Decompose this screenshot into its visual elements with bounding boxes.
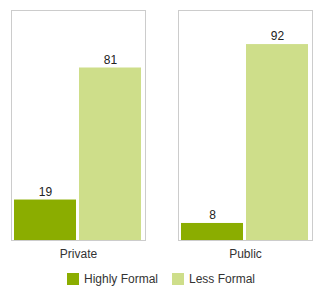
html-text:Highly Formal: Highly Formal [84,272,158,286]
svg-text:92: 92 [271,29,285,43]
svg-text:Public: Public [229,247,262,261]
html-text:Less Formal: Less Formal [189,272,255,286]
svg-text:19: 19 [39,185,53,199]
svg-text:8: 8 [209,208,216,222]
svg-text:Private: Private [60,247,98,261]
svg-text:81: 81 [104,53,118,67]
